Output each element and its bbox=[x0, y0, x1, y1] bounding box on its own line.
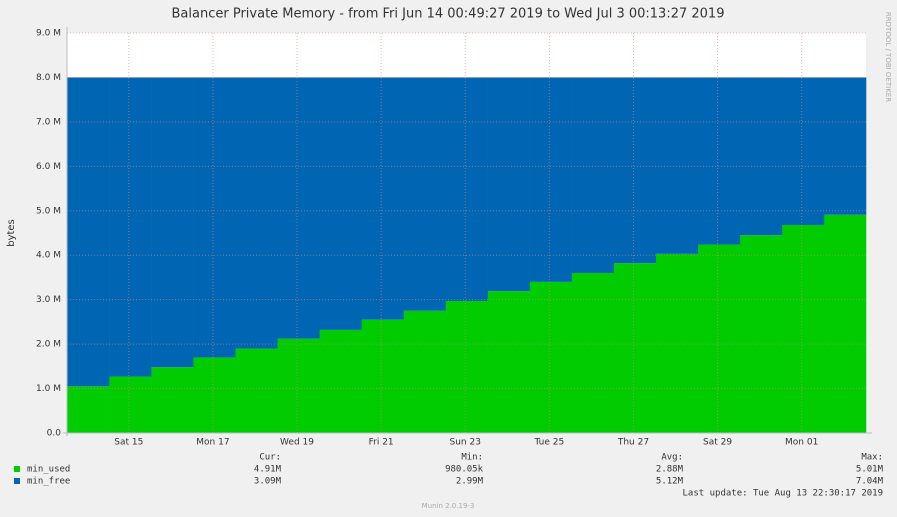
area-step bbox=[319, 329, 362, 433]
stats-value: 4.91M bbox=[254, 465, 282, 475]
x-tick-label: Tue 25 bbox=[533, 438, 564, 448]
area-step bbox=[781, 77, 825, 225]
area-step bbox=[193, 77, 236, 358]
area-step bbox=[697, 244, 741, 433]
area-step bbox=[655, 77, 699, 254]
area-step bbox=[739, 235, 783, 433]
area-step bbox=[403, 77, 446, 311]
stats-header: Avg: bbox=[661, 453, 683, 463]
stats-value: 5.12M bbox=[656, 477, 684, 487]
x-tick-label: Fri 21 bbox=[369, 438, 394, 448]
legend-label: min_free bbox=[27, 477, 70, 487]
legend-swatch bbox=[14, 478, 20, 484]
stats-value: 2.88M bbox=[656, 465, 684, 475]
y-tick-label: 6.0 M bbox=[36, 162, 61, 172]
y-tick-label: 1.0 M bbox=[36, 384, 61, 394]
y-tick-label: 7.0 M bbox=[36, 117, 61, 127]
area-step bbox=[613, 263, 657, 433]
area-step bbox=[697, 77, 741, 245]
area-step bbox=[529, 281, 572, 433]
area-step bbox=[823, 77, 867, 215]
area-step bbox=[109, 376, 152, 433]
y-tick-label: 3.0 M bbox=[36, 295, 61, 305]
y-tick-label: 5.0 M bbox=[36, 206, 61, 216]
legend-swatch bbox=[14, 466, 20, 472]
area-step bbox=[235, 77, 278, 349]
footer: Munin 2.0.19-3 bbox=[422, 502, 475, 510]
x-tick-label: Mon 01 bbox=[785, 438, 818, 448]
area-step bbox=[361, 77, 404, 320]
area-step bbox=[319, 77, 362, 330]
y-tick-label: 2.0 M bbox=[36, 340, 61, 350]
last-update: Last update: Tue Aug 13 22:30:17 2019 bbox=[683, 489, 883, 499]
stats-value: 7.04M bbox=[856, 477, 884, 487]
area-step bbox=[67, 386, 110, 433]
area-step bbox=[445, 301, 488, 433]
area-step bbox=[571, 273, 614, 433]
area-step bbox=[571, 77, 614, 273]
area-step bbox=[109, 77, 152, 377]
side-note: RRDTOOL / TOBI OETIKER bbox=[884, 12, 892, 102]
x-tick-label: Sat 15 bbox=[114, 438, 143, 448]
x-tick-label: Wed 19 bbox=[280, 438, 314, 448]
x-tick-label: Sun 23 bbox=[450, 438, 481, 448]
legend-label: min_used bbox=[27, 465, 70, 475]
area-step bbox=[67, 77, 110, 387]
area-step bbox=[739, 77, 783, 236]
area-step bbox=[361, 319, 404, 433]
area-step bbox=[823, 214, 867, 433]
area-step bbox=[445, 77, 488, 301]
area-step bbox=[193, 357, 236, 433]
chart-title: Balancer Private Memory - from Fri Jun 1… bbox=[172, 7, 725, 22]
area-step bbox=[781, 225, 825, 433]
x-tick-label: Sat 29 bbox=[703, 438, 732, 448]
area-step bbox=[277, 338, 320, 433]
stats-header: Cur: bbox=[259, 453, 281, 463]
x-tick-label: Thu 27 bbox=[617, 438, 649, 448]
area-step bbox=[487, 291, 530, 433]
stats-header: Min: bbox=[461, 453, 483, 463]
x-tick-label: Mon 17 bbox=[196, 438, 229, 448]
area-step bbox=[277, 77, 320, 339]
y-tick-label: 9.0 M bbox=[36, 29, 61, 39]
stats-header: Max: bbox=[861, 453, 883, 463]
y-tick-label: 8.0 M bbox=[36, 73, 61, 83]
y-axis-label: bytes bbox=[6, 219, 17, 247]
area-step bbox=[235, 348, 278, 433]
stats-value: 2.99M bbox=[456, 477, 484, 487]
stats-value: 980.05k bbox=[445, 465, 484, 475]
area-step bbox=[151, 367, 194, 433]
y-tick-label: 0.0 bbox=[47, 429, 62, 439]
area-step bbox=[151, 77, 194, 368]
y-tick-label: 4.0 M bbox=[36, 251, 61, 261]
area-step bbox=[487, 77, 530, 292]
area-step bbox=[613, 77, 657, 264]
stats-value: 5.01M bbox=[856, 465, 884, 475]
area-step bbox=[529, 77, 572, 282]
area-step bbox=[403, 310, 446, 433]
area-step bbox=[655, 253, 699, 433]
stats-value: 3.09M bbox=[254, 477, 282, 487]
